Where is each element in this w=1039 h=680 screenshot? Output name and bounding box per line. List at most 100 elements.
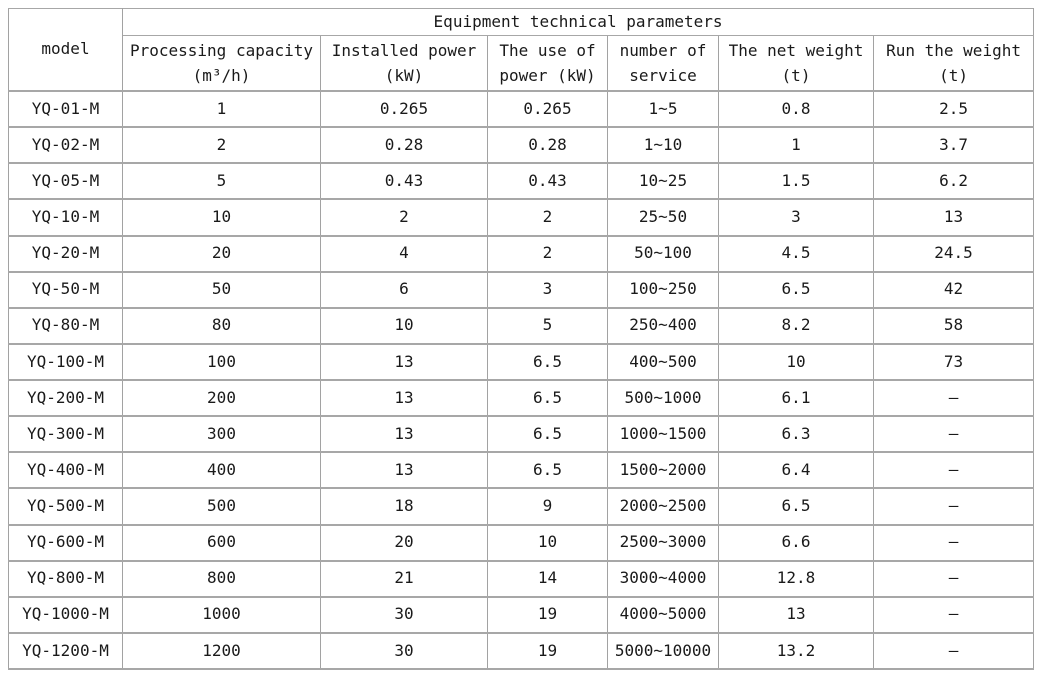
cell-installed-power: 13 — [320, 451, 488, 490]
cell-use-of-power: 9 — [487, 487, 608, 526]
cell-installed-power: 13 — [320, 415, 488, 454]
cell-net-weight: 10 — [718, 342, 874, 382]
column-header-unit: (kW) — [384, 66, 424, 85]
cell-net-weight: 13.2 — [718, 631, 874, 671]
column-header-label: Installed power — [331, 41, 477, 60]
cell-model: YQ-300-M — [8, 415, 123, 454]
table-row: YQ-100-M 100 13 6.5 400~500 10 73 — [8, 342, 1035, 382]
cell-number-of-service: 2000~2500 — [607, 487, 719, 526]
cell-net-weight: 12.8 — [718, 559, 874, 598]
cell-run-weight: — — [872, 559, 1035, 598]
cell-processing-capacity: 1000 — [122, 595, 321, 634]
cell-net-weight: 6.4 — [718, 451, 874, 490]
cell-use-of-power: 19 — [487, 595, 608, 634]
table-body: YQ-01-M 1 0.265 0.265 1~5 0.8 2.5 YQ-02-… — [8, 89, 1035, 671]
table-row: YQ-50-M 50 6 3 100~250 6.5 42 — [8, 270, 1035, 309]
cell-installed-power: 2 — [320, 198, 488, 237]
cell-model: YQ-500-M — [8, 487, 123, 526]
cell-installed-power: 6 — [320, 270, 488, 309]
cell-run-weight: 3.7 — [872, 126, 1035, 165]
cell-installed-power: 10 — [320, 306, 488, 345]
column-header-label: The use of — [499, 41, 596, 60]
cell-model: YQ-20-M — [8, 234, 123, 273]
cell-use-of-power: 6.5 — [487, 342, 608, 382]
cell-model: YQ-100-M — [8, 342, 123, 382]
cell-installed-power: 30 — [320, 595, 488, 634]
cell-net-weight: 3 — [718, 198, 874, 237]
cell-use-of-power: 6.5 — [487, 451, 608, 490]
cell-net-weight: 8.2 — [718, 306, 874, 345]
cell-model: YQ-1200-M — [8, 631, 123, 671]
cell-installed-power: 0.28 — [320, 126, 488, 165]
table-row: YQ-80-M 80 10 5 250~400 8.2 58 — [8, 306, 1035, 345]
cell-installed-power: 4 — [320, 234, 488, 273]
cell-processing-capacity: 100 — [122, 342, 321, 382]
model-column-header: model — [8, 8, 123, 92]
cell-run-weight: — — [872, 595, 1035, 634]
cell-use-of-power: 2 — [487, 234, 608, 273]
cell-use-of-power: 6.5 — [487, 415, 608, 454]
cell-processing-capacity: 800 — [122, 559, 321, 598]
cell-run-weight: — — [872, 631, 1035, 671]
cell-net-weight: 6.1 — [718, 378, 874, 418]
table-row: YQ-400-M 400 13 6.5 1500~2000 6.4 — — [8, 451, 1035, 490]
table-row: YQ-10-M 10 2 2 25~50 3 13 — [8, 198, 1035, 237]
cell-installed-power: 13 — [320, 342, 488, 382]
column-header-unit: power (kW) — [499, 66, 596, 85]
cell-number-of-service: 10~25 — [607, 162, 719, 201]
cell-model: YQ-400-M — [8, 451, 123, 490]
cell-model: YQ-80-M — [8, 306, 123, 345]
cell-net-weight: 0.8 — [718, 89, 874, 129]
cell-model: YQ-02-M — [8, 126, 123, 165]
cell-net-weight: 1.5 — [718, 162, 874, 201]
cell-processing-capacity: 80 — [122, 306, 321, 345]
equipment-parameters-table: model Equipment technical parameters Pro… — [8, 8, 1035, 671]
cell-number-of-service: 1500~2000 — [607, 451, 719, 490]
cell-net-weight: 13 — [718, 595, 874, 634]
cell-run-weight: 73 — [872, 342, 1035, 382]
column-header-label: number of — [619, 41, 707, 60]
cell-model: YQ-05-M — [8, 162, 123, 201]
cell-number-of-service: 25~50 — [607, 198, 719, 237]
table-row: YQ-800-M 800 21 14 3000~4000 12.8 — — [8, 559, 1035, 598]
cell-number-of-service: 100~250 — [607, 270, 719, 309]
cell-model: YQ-600-M — [8, 523, 123, 562]
cell-net-weight: 6.5 — [718, 487, 874, 526]
column-header-label: Processing capacity — [129, 41, 314, 60]
column-header-number-of-service: number of service — [607, 35, 719, 92]
column-header-unit: (m³/h) — [192, 66, 251, 85]
cell-run-weight: 42 — [872, 270, 1035, 309]
cell-number-of-service: 1~5 — [607, 89, 719, 129]
cell-processing-capacity: 600 — [122, 523, 321, 562]
cell-model: YQ-01-M — [8, 89, 123, 129]
cell-number-of-service: 4000~5000 — [607, 595, 719, 634]
cell-model: YQ-10-M — [8, 198, 123, 237]
cell-installed-power: 21 — [320, 559, 488, 598]
column-header-row: Processing capacity (m³/h) Installed pow… — [9, 35, 1035, 92]
table-title: Equipment technical parameters — [121, 8, 1035, 36]
cell-run-weight: 2.5 — [872, 89, 1035, 129]
column-header-label: The net weight — [728, 41, 864, 60]
cell-run-weight: — — [872, 523, 1035, 562]
cell-installed-power: 0.43 — [320, 162, 488, 201]
table-row: YQ-02-M 2 0.28 0.28 1~10 1 3.7 — [8, 126, 1035, 165]
table-header: model Equipment technical parameters Pro… — [8, 8, 1035, 92]
cell-model: YQ-50-M — [8, 270, 123, 309]
cell-use-of-power: 2 — [487, 198, 608, 237]
column-header-processing-capacity: Processing capacity (m³/h) — [122, 35, 321, 92]
cell-number-of-service: 50~100 — [607, 234, 719, 273]
column-header-net-weight: The net weight (t) — [718, 35, 874, 92]
table-row: YQ-200-M 200 13 6.5 500~1000 6.1 — — [8, 378, 1035, 418]
cell-processing-capacity: 200 — [122, 378, 321, 418]
cell-run-weight: 13 — [872, 198, 1035, 237]
cell-number-of-service: 3000~4000 — [607, 559, 719, 598]
column-header-label: Run the weight — [886, 41, 1021, 60]
cell-net-weight: 6.3 — [718, 415, 874, 454]
cell-use-of-power: 0.28 — [487, 126, 608, 165]
cell-processing-capacity: 500 — [122, 487, 321, 526]
cell-processing-capacity: 10 — [122, 198, 321, 237]
cell-processing-capacity: 400 — [122, 451, 321, 490]
cell-net-weight: 1 — [718, 126, 874, 165]
cell-use-of-power: 6.5 — [487, 378, 608, 418]
table-row: YQ-20-M 20 4 2 50~100 4.5 24.5 — [8, 234, 1035, 273]
